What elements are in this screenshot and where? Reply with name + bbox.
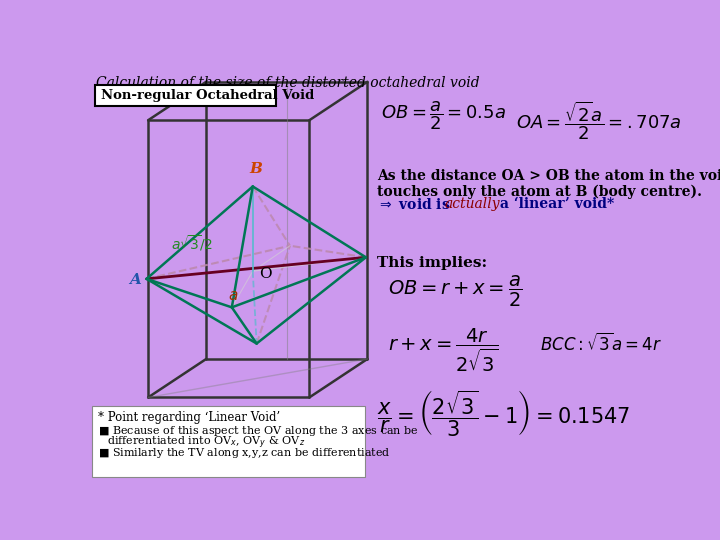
Text: $OB = r + x = \dfrac{a}{2}$: $OB = r + x = \dfrac{a}{2}$	[388, 274, 523, 309]
Text: Calculation of the size of the distorted octahedral void: Calculation of the size of the distorted…	[96, 76, 480, 90]
Text: $\dfrac{x}{r} = \left(\dfrac{2\sqrt{3}}{3} - 1\right) = 0.1547$: $\dfrac{x}{r} = \left(\dfrac{2\sqrt{3}}{…	[377, 388, 630, 439]
Text: * Point regarding ‘Linear Void’: * Point regarding ‘Linear Void’	[98, 411, 280, 424]
Text: $a\sqrt{3}/2$: $a\sqrt{3}/2$	[171, 233, 214, 253]
Text: differentiated into OV$_x$, OV$_y$ & OV$_z$: differentiated into OV$_x$, OV$_y$ & OV$…	[107, 434, 305, 451]
Text: $\blacksquare$ Because of this aspect the OV along the 3 axes can be: $\blacksquare$ Because of this aspect th…	[98, 423, 418, 437]
Text: This implies:: This implies:	[377, 256, 487, 270]
Text: actually: actually	[445, 197, 500, 211]
Text: O: O	[259, 267, 271, 281]
Text: $\Rightarrow$ void is: $\Rightarrow$ void is	[377, 197, 451, 212]
Text: Non-regular Octahedral Void: Non-regular Octahedral Void	[101, 89, 314, 102]
Text: touches only the atom at B (body centre).: touches only the atom at B (body centre)…	[377, 184, 702, 199]
Text: B: B	[250, 161, 263, 176]
Text: $r + x = \dfrac{4r}{2\sqrt{3}}$: $r + x = \dfrac{4r}{2\sqrt{3}}$	[388, 327, 499, 374]
Text: $OB = \dfrac{a}{2} = 0.5a$: $OB = \dfrac{a}{2} = 0.5a$	[381, 99, 505, 132]
Text: $OA = \dfrac{\sqrt{2}a}{2} = .707a$: $OA = \dfrac{\sqrt{2}a}{2} = .707a$	[516, 99, 682, 142]
Text: As the distance OA > OB the atom in the void: As the distance OA > OB the atom in the …	[377, 168, 720, 183]
Text: $a$: $a$	[228, 289, 238, 303]
Text: $BCC : \sqrt{3}a = 4r$: $BCC : \sqrt{3}a = 4r$	[539, 333, 662, 355]
FancyBboxPatch shape	[94, 85, 276, 106]
Text: a ‘linear’ void*: a ‘linear’ void*	[495, 197, 613, 211]
FancyBboxPatch shape	[92, 406, 365, 477]
Text: $\blacksquare$ Similarly the TV along x,y,z can be differentiated: $\blacksquare$ Similarly the TV along x,…	[98, 446, 390, 460]
Text: A: A	[130, 273, 141, 287]
